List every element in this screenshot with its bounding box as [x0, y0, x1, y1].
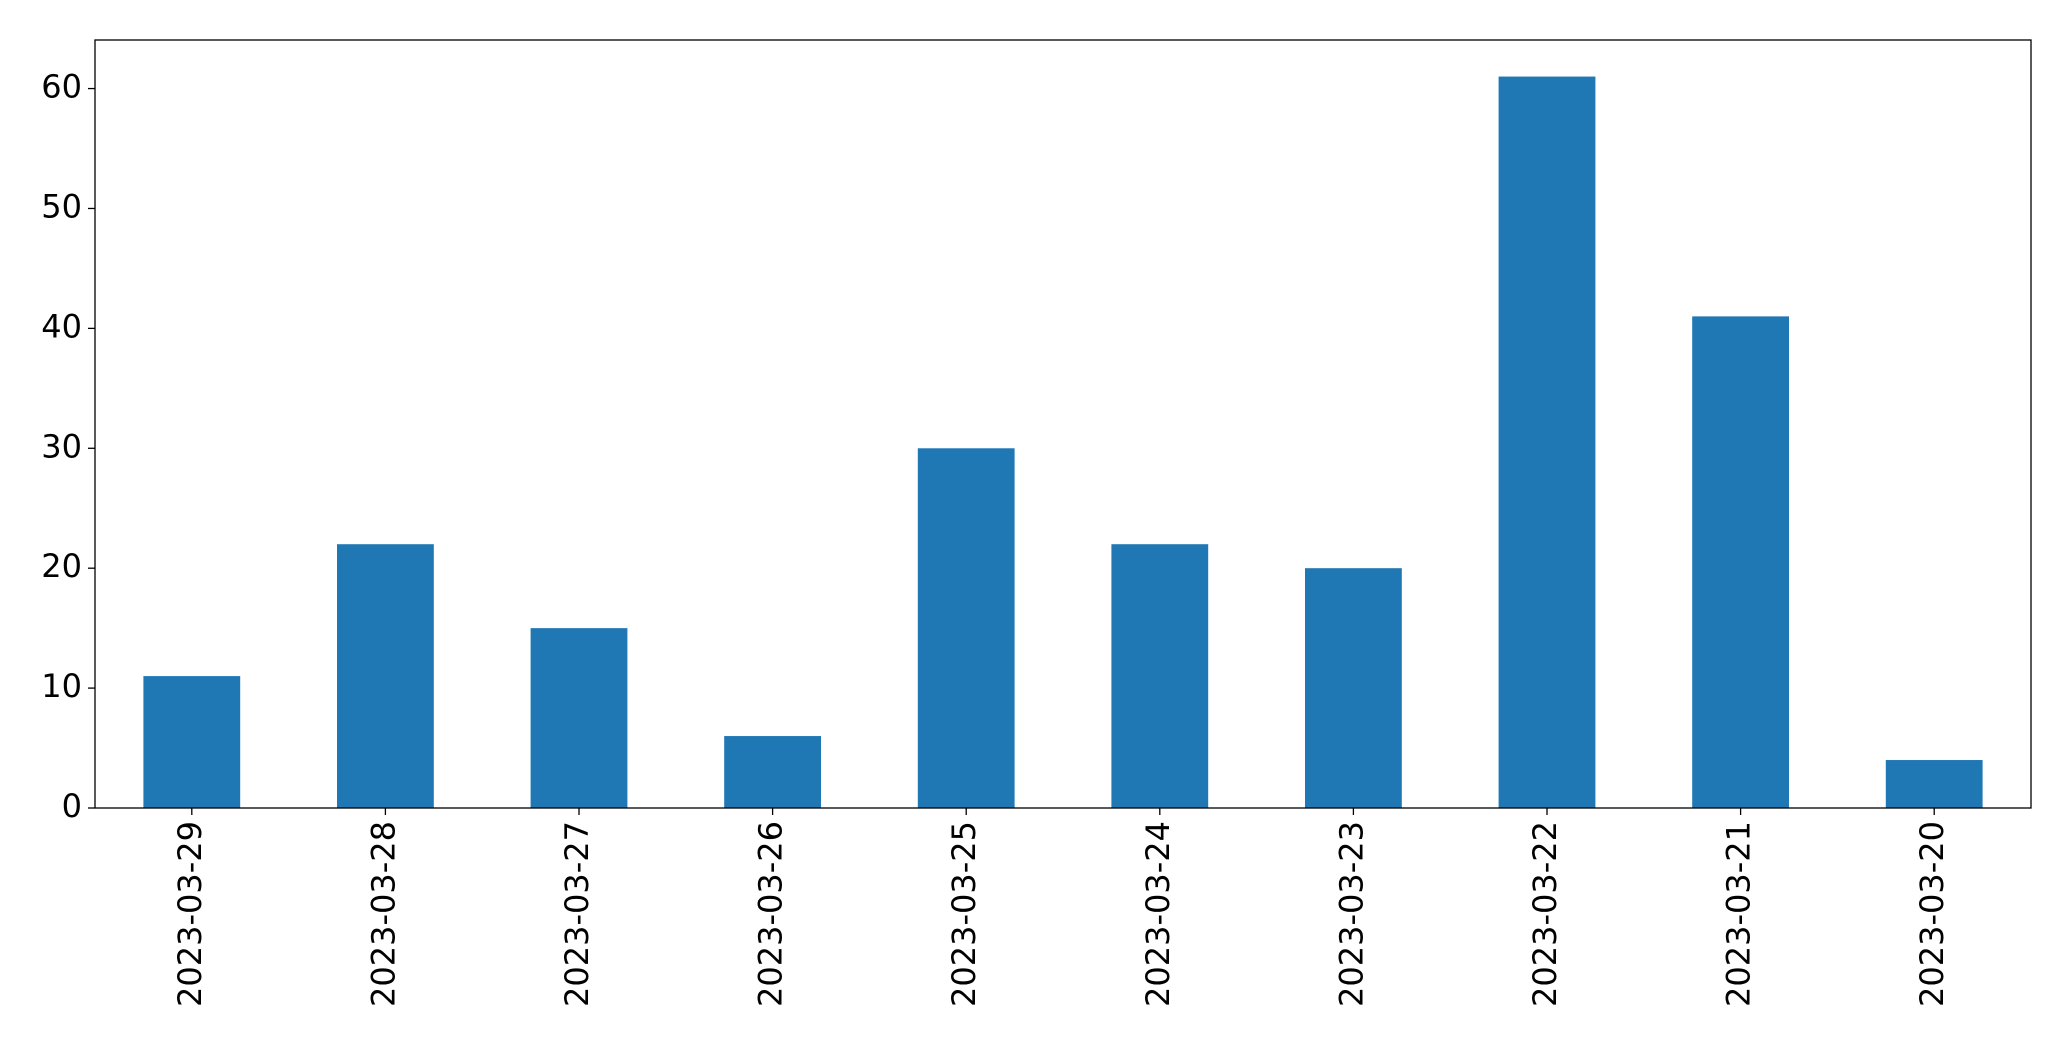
- x-tick-label: 2023-03-22: [1526, 821, 1564, 1007]
- x-tick-label: 2023-03-27: [558, 821, 596, 1007]
- y-tick-label: 10: [41, 667, 82, 705]
- bar: [530, 628, 628, 808]
- y-tick-label: 50: [41, 187, 82, 225]
- x-tick-label: 2023-03-26: [752, 821, 790, 1007]
- bar: [724, 736, 821, 808]
- bar: [1692, 316, 1789, 808]
- bar: [1111, 544, 1209, 808]
- y-tick-label: 20: [41, 547, 82, 585]
- bar: [143, 676, 241, 808]
- x-tick-label: 2023-03-28: [364, 821, 402, 1007]
- x-tick-label: 2023-03-24: [1139, 821, 1177, 1007]
- x-tick-label: 2023-03-23: [1332, 821, 1370, 1007]
- bar: [1498, 76, 1596, 809]
- bar: [337, 544, 434, 808]
- bar: [1885, 760, 1983, 808]
- y-tick-label: 0: [62, 787, 82, 825]
- y-tick-label: 60: [41, 68, 82, 106]
- x-tick-label: 2023-03-21: [1720, 821, 1758, 1007]
- bar: [917, 448, 1015, 808]
- bar: [1305, 568, 1402, 808]
- plot-frame: [94, 39, 2032, 809]
- x-tick-label: 2023-03-29: [171, 821, 209, 1007]
- x-tick-label: 2023-03-25: [945, 821, 983, 1007]
- y-tick-label: 30: [41, 427, 82, 465]
- x-tick-label: 2023-03-20: [1913, 821, 1951, 1007]
- y-tick-label: 40: [41, 307, 82, 345]
